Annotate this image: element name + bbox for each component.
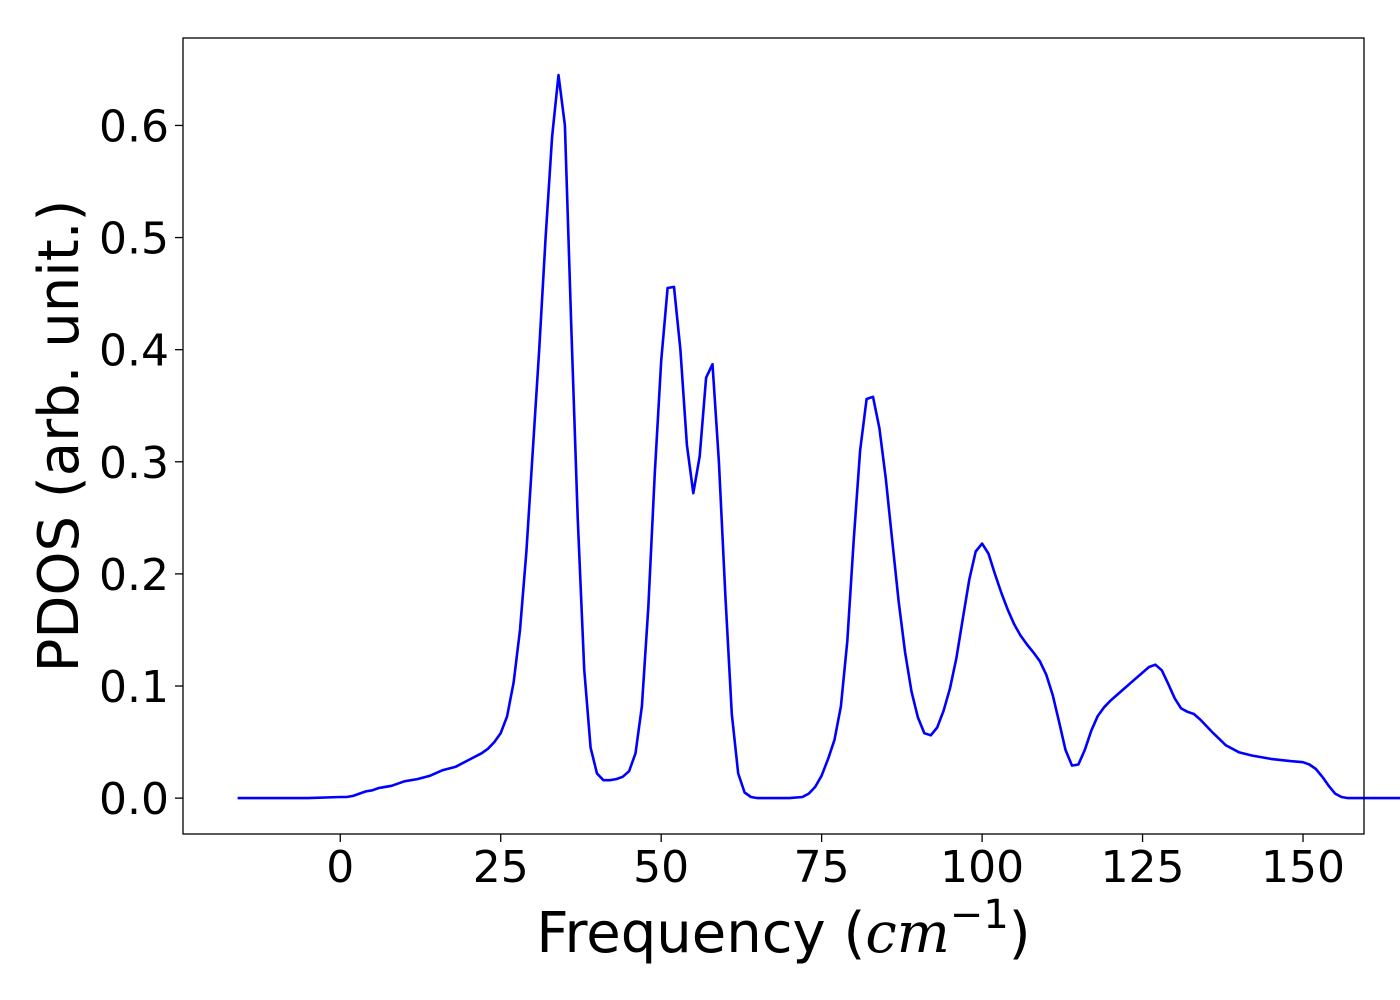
x-tick-label: 50 [633, 842, 689, 893]
y-tick-label: 0.6 [99, 101, 169, 152]
pdos-series-line [237, 73, 1400, 800]
series-layer [237, 73, 1400, 800]
y-axis-title: PDOS (arb. unit.) [27, 200, 92, 673]
x-tick-label: 150 [1261, 842, 1345, 893]
y-tick-label: 0.1 [99, 662, 169, 713]
x-axis-title-exponent: −1 [950, 892, 1009, 938]
x-tick-label: 25 [473, 842, 529, 893]
x-axis-title-suffix: ) [1009, 901, 1031, 966]
x-tick-label: 75 [794, 842, 850, 893]
x-axis-title-prefix: Frequency ( [536, 901, 865, 966]
ticks-layer: 0 25 50 75 100 125 150 0.0 0.1 0.2 0.3 0.4 0.5 0.6 [99, 101, 1345, 893]
y-tick-label: 0.5 [99, 214, 169, 265]
x-tick-label: 100 [940, 842, 1024, 893]
y-tick-label: 0.4 [99, 326, 169, 377]
x-tick-label: 0 [326, 842, 354, 893]
x-axis-title-unit: cm [865, 901, 949, 966]
y-tick-label: 0.3 [99, 438, 169, 489]
x-axis-title: Frequency (cm−1) [536, 892, 1030, 966]
y-tick-label: 0.0 [99, 774, 169, 825]
y-tick-label: 0.2 [99, 550, 169, 601]
x-tick-label: 125 [1101, 842, 1185, 893]
plot-frame [182, 37, 1365, 835]
